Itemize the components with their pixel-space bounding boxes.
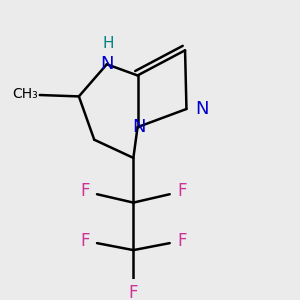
Text: F: F — [177, 232, 187, 250]
Text: H: H — [103, 36, 114, 51]
Text: CH₃: CH₃ — [13, 87, 38, 100]
Text: F: F — [177, 182, 187, 200]
Text: F: F — [80, 232, 89, 250]
Text: N: N — [100, 55, 114, 73]
Text: N: N — [195, 100, 208, 118]
Text: F: F — [129, 284, 138, 300]
Text: F: F — [80, 182, 89, 200]
Text: N: N — [132, 118, 146, 136]
